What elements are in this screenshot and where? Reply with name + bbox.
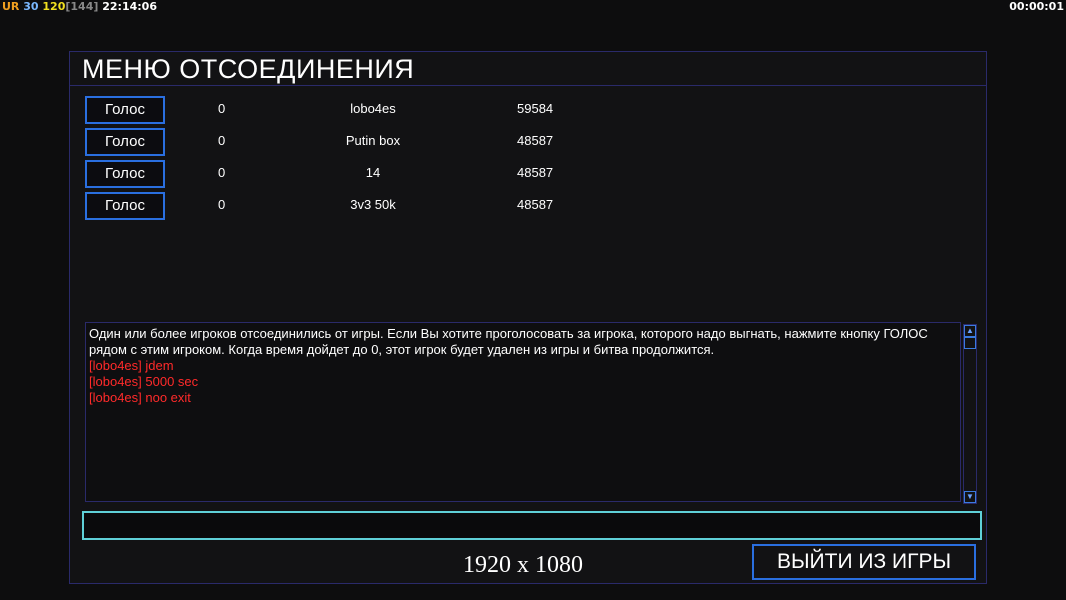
ur-label: UR [2,0,20,13]
vote-count: 0 [218,101,226,116]
vote-count: 0 [218,165,226,180]
player-row: Голос 0 14 48587 [85,160,585,188]
vote-count: 0 [218,197,226,212]
player-value: 48587 [517,165,554,180]
player-value: 59584 [517,101,554,116]
player-row: Голос 0 Putin box 48587 [85,128,585,156]
disconnect-panel: МЕНЮ ОТСОЕДИНЕНИЯ Голос 0 lobo4es 59584 Г… [69,51,987,584]
page-title: МЕНЮ ОТСОЕДИНЕНИЯ [82,54,415,84]
resolution-label: 1920 x 1080 [463,552,583,578]
player-value: 48587 [517,197,554,212]
player-name: 14 [365,165,381,180]
fps: 30 [23,0,39,13]
scroll-down-icon[interactable]: ▼ [964,491,976,503]
chat-message: [lobo4es] 5000 sec [89,374,199,389]
chat-message: [lobo4es] noo exit [89,390,191,405]
scrollbar[interactable]: ▲ ▼ [963,324,977,504]
exit-game-button[interactable]: ВЫЙТИ ИЗ ИГРЫ [752,544,976,580]
vote-button[interactable]: Голос [85,96,165,124]
clock: 22:14:06 [102,0,157,13]
chat-info: Один или более игроков отсоединились от … [89,326,928,357]
scroll-up-icon[interactable]: ▲ [964,325,976,337]
scroll-thumb[interactable] [964,337,976,349]
player-row: Голос 0 3v3 50k 48587 [85,192,585,220]
chat-input[interactable] [82,511,982,540]
vote-count: 0 [218,133,226,148]
vote-button[interactable]: Голос [85,128,165,156]
vote-button[interactable]: Голос [85,192,165,220]
timer: 00:00:01 [1009,0,1064,13]
player-name: 3v3 50k [350,197,396,212]
refresh: [144] [65,0,99,13]
player-name: lobo4es [350,101,396,116]
player-value: 48587 [517,133,554,148]
fps-max: 120 [42,0,66,13]
vote-button[interactable]: Голос [85,160,165,188]
hud-stats: UR 30 120[144] 22:14:06 [2,0,157,14]
chat-log: Один или более игроков отсоединились от … [85,322,961,502]
player-row: Голос 0 lobo4es 59584 [85,96,585,124]
player-name: Putin box [345,133,401,148]
divider [70,85,986,86]
chat-message: [lobo4es] jdem [89,358,174,373]
